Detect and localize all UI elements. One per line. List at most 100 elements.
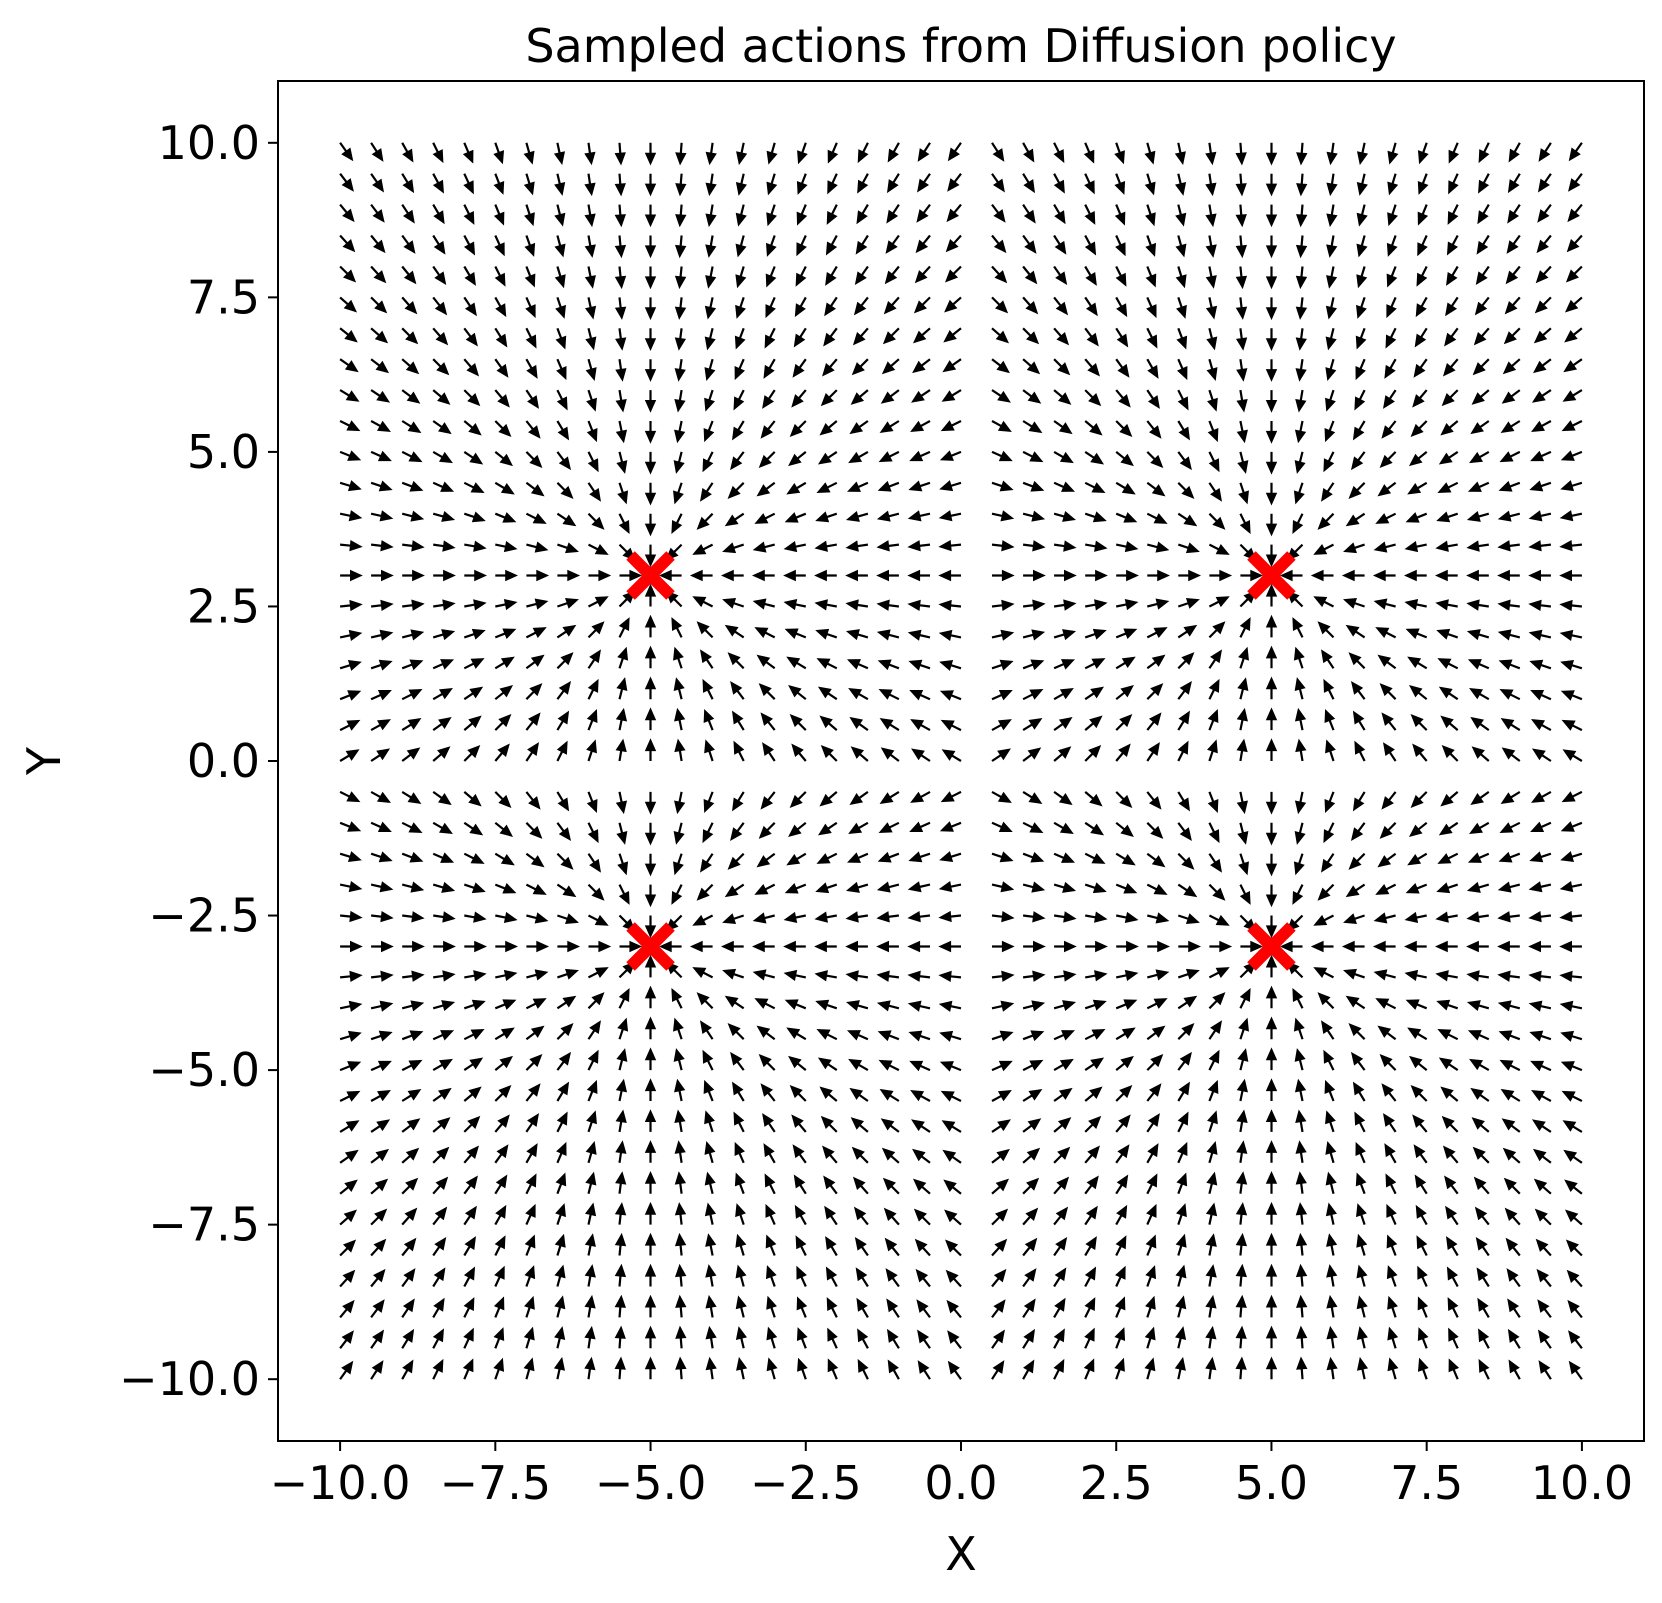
quiver-arrow <box>525 1173 537 1195</box>
quiver-arrow <box>1566 1269 1583 1288</box>
quiver-arrow <box>1084 821 1105 836</box>
quiver-arrow <box>879 790 900 804</box>
quiver-arrow <box>1434 569 1458 582</box>
quiver-arrow <box>339 1120 360 1133</box>
quiver-arrow <box>370 510 394 522</box>
quiver-arrow <box>1053 142 1065 164</box>
quiver-arrow <box>878 821 900 834</box>
quiver-arrow <box>1313 543 1334 555</box>
quiver-arrow <box>1568 142 1583 162</box>
quiver-arrow <box>1239 961 1257 979</box>
quiver-arrow <box>494 1144 509 1164</box>
quiver-arrow <box>1115 266 1127 287</box>
quiver-arrow <box>586 708 598 731</box>
quiver-arrow <box>1292 988 1304 1009</box>
quiver-arrow <box>554 1233 566 1256</box>
quiver-arrow <box>1413 1144 1428 1164</box>
quiver-arrow <box>791 743 807 762</box>
quiver-arrow <box>991 1238 1008 1257</box>
quiver-arrow <box>1354 1111 1366 1133</box>
quiver-arrow <box>1381 1083 1397 1102</box>
quiver-arrow <box>644 297 657 321</box>
quiver-arrow <box>1559 970 1583 982</box>
quiver-arrow <box>339 296 358 313</box>
quiver-arrow <box>674 738 686 762</box>
quiver-arrow <box>463 296 477 317</box>
quiver-arrow <box>939 660 962 671</box>
quiver-arrow <box>1115 541 1139 553</box>
quiver-arrow <box>1115 685 1134 701</box>
quiver-arrow <box>1177 968 1200 980</box>
quiver-arrow <box>1207 791 1219 814</box>
quiver-arrow <box>1084 1086 1103 1102</box>
quiver-arrow <box>991 1299 1006 1319</box>
quiver-arrow <box>1355 1172 1367 1195</box>
quiver-arrow <box>556 710 570 731</box>
quiver-arrow <box>644 791 657 815</box>
quiver-arrow <box>727 1023 745 1040</box>
quiver-arrow <box>848 450 869 464</box>
quiver-arrow <box>463 1057 484 1072</box>
quiver-arrow <box>1341 940 1365 953</box>
quiver-arrow <box>584 1356 596 1380</box>
quiver-arrow <box>1022 881 1046 893</box>
quiver-arrow <box>1379 822 1397 839</box>
quiver-arrow <box>401 1030 424 1042</box>
quiver-arrow <box>644 235 657 259</box>
quiver-arrow <box>526 912 549 924</box>
quiver-arrow <box>732 420 745 441</box>
quiver-arrow <box>1235 328 1248 351</box>
quiver-arrow <box>1407 852 1428 866</box>
quiver-arrow <box>525 389 540 409</box>
quiver-arrow <box>432 716 452 731</box>
quiver-arrow <box>370 173 385 193</box>
quiver-arrow <box>675 235 687 259</box>
quiver-arrow <box>1323 1049 1335 1071</box>
quiver-arrow <box>1437 1028 1459 1041</box>
quiver-arrow <box>917 173 931 193</box>
quiver-arrow <box>704 297 717 320</box>
quiver-arrow <box>1085 911 1108 923</box>
quiver-arrow <box>1436 882 1459 894</box>
quiver-arrow <box>432 296 448 316</box>
quiver-arrow <box>942 1149 962 1164</box>
quiver-arrow <box>876 940 899 953</box>
quiver-arrow <box>1354 740 1366 762</box>
quiver-arrow <box>1499 821 1521 834</box>
quiver-arrow <box>880 747 900 762</box>
quiver-arrow <box>1146 1143 1159 1164</box>
quiver-arrow <box>401 510 425 522</box>
quiver-arrow <box>908 659 931 671</box>
quiver-arrow <box>1564 327 1583 343</box>
quiver-arrow <box>1206 1141 1218 1164</box>
quiver-arrow <box>938 629 962 641</box>
quiver-arrow <box>942 358 962 373</box>
quiver-arrow <box>907 910 931 923</box>
quiver-arrow <box>1022 173 1036 194</box>
quiver-arrow <box>1053 1236 1068 1257</box>
quiver-arrow <box>791 389 807 408</box>
quiver-arrow <box>1502 1147 1521 1164</box>
quiver-arrow <box>1387 173 1399 196</box>
quiver-arrow <box>1563 358 1583 373</box>
quiver-arrow <box>494 1174 508 1195</box>
quiver-arrow <box>826 204 838 225</box>
quiver-arrow <box>1477 1297 1490 1318</box>
quiver-arrow <box>1084 1115 1102 1133</box>
quiver-arrow <box>786 481 807 495</box>
quiver-arrow <box>370 1030 393 1042</box>
quiver-arrow <box>1279 940 1303 953</box>
quiver-arrow <box>1085 569 1108 582</box>
quiver-arrow <box>617 482 629 505</box>
quiver-arrow <box>1146 822 1164 839</box>
quiver-arrow <box>1053 389 1072 405</box>
quiver-arrow <box>1477 204 1490 225</box>
quiver-arrow <box>848 687 869 701</box>
quiver-arrow <box>917 1360 931 1380</box>
quiver-arrow <box>1561 790 1583 803</box>
quiver-arrow <box>555 1203 566 1225</box>
quiver-arrow <box>912 327 931 344</box>
quiver-arrow <box>940 1090 962 1102</box>
quiver-arrow <box>463 389 481 407</box>
quiver-arrow <box>463 1266 476 1288</box>
